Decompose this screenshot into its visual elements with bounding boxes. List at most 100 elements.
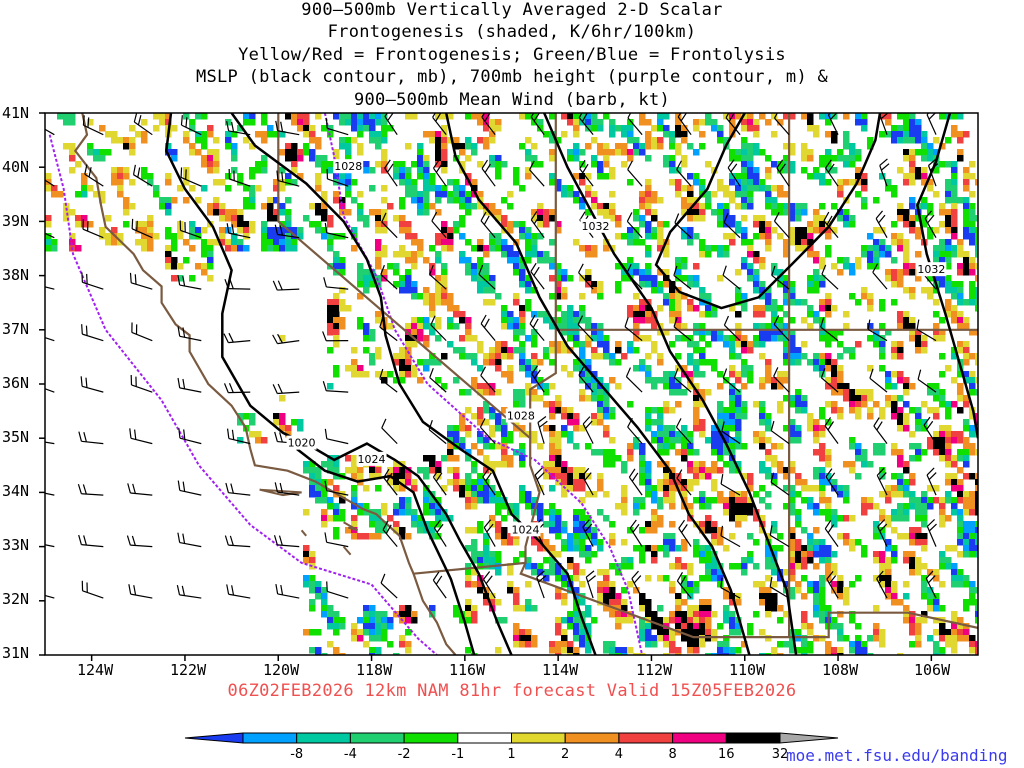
frontogenesis-cell — [231, 155, 238, 162]
frontogenesis-cell — [381, 269, 388, 276]
frontogenesis-cell — [807, 641, 814, 648]
frontogenesis-cell — [621, 233, 628, 240]
frontogenesis-cell — [393, 473, 400, 480]
frontogenesis-cell — [639, 281, 646, 288]
frontogenesis-cell — [321, 653, 328, 655]
frontogenesis-cell — [183, 137, 190, 144]
frontogenesis-cell — [729, 341, 736, 348]
frontogenesis-cell — [939, 437, 946, 444]
frontogenesis-cell — [417, 167, 424, 174]
frontogenesis-cell — [423, 179, 430, 186]
frontogenesis-cell — [819, 605, 826, 612]
frontogenesis-cell — [831, 509, 838, 516]
frontogenesis-cell — [621, 557, 628, 564]
frontogenesis-cell — [585, 269, 592, 276]
frontogenesis-cell — [63, 143, 70, 150]
frontogenesis-cell — [399, 533, 406, 540]
frontogenesis-cell — [699, 239, 706, 246]
frontogenesis-cell — [165, 197, 172, 204]
barb-shaft — [45, 544, 55, 548]
frontogenesis-cell — [429, 461, 436, 468]
frontogenesis-cell — [603, 173, 610, 180]
frontogenesis-cell — [453, 467, 460, 474]
frontogenesis-cell — [669, 293, 676, 300]
frontogenesis-cell — [801, 617, 808, 624]
barb-shaft — [626, 272, 643, 290]
frontogenesis-cell — [903, 485, 910, 492]
frontogenesis-cell — [597, 569, 604, 576]
frontogenesis-cell — [549, 155, 556, 162]
frontogenesis-cell — [957, 509, 964, 516]
frontogenesis-cell — [195, 131, 202, 138]
barb-shaft — [45, 441, 55, 445]
frontogenesis-cell — [915, 419, 922, 426]
frontogenesis-cell — [903, 383, 910, 390]
frontogenesis-cell — [789, 437, 796, 444]
frontogenesis-cell — [609, 131, 616, 138]
frontogenesis-cell — [447, 197, 454, 204]
frontogenesis-cell — [357, 215, 364, 222]
frontogenesis-cell — [645, 197, 652, 204]
frontogenesis-cell — [621, 461, 628, 468]
frontogenesis-cell — [321, 521, 328, 528]
frontogenesis-cell — [417, 359, 424, 366]
barb-shaft — [482, 476, 496, 496]
barb-flag — [36, 482, 38, 492]
frontogenesis-cell — [885, 593, 892, 600]
frontogenesis-cell — [927, 605, 934, 612]
frontogenesis-cell — [597, 545, 604, 552]
frontogenesis-cell — [825, 653, 832, 655]
barb-flag — [585, 570, 595, 578]
frontogenesis-cell — [405, 221, 412, 228]
frontogenesis-cell — [531, 641, 538, 648]
frontogenesis-cell — [639, 551, 646, 558]
frontogenesis-cell — [297, 113, 304, 120]
frontogenesis-cell — [753, 257, 760, 264]
frontogenesis-cell — [423, 497, 430, 504]
frontogenesis-cell — [627, 455, 634, 462]
frontogenesis-cell — [471, 377, 478, 384]
frontogenesis-cell — [447, 293, 454, 300]
frontogenesis-cell — [519, 491, 526, 498]
frontogenesis-cell — [567, 275, 574, 282]
frontogenesis-cell — [543, 509, 550, 516]
frontogenesis-cell — [339, 179, 346, 186]
frontogenesis-cell — [441, 275, 448, 282]
frontogenesis-cell — [789, 113, 796, 120]
frontogenesis-cell — [741, 149, 748, 156]
frontogenesis-cell — [963, 251, 970, 258]
frontogenesis-cell — [549, 407, 556, 414]
wind-barb — [433, 519, 447, 547]
frontogenesis-cell — [951, 377, 958, 384]
frontogenesis-cell — [957, 299, 964, 306]
frontogenesis-cell — [441, 221, 448, 228]
frontogenesis-cell — [639, 473, 646, 480]
frontogenesis-cell — [945, 137, 952, 144]
barb-flag — [325, 118, 328, 129]
frontogenesis-cell — [657, 143, 664, 150]
frontogenesis-cell — [201, 143, 208, 150]
frontogenesis-cell — [489, 161, 496, 168]
frontogenesis-cell — [819, 443, 826, 450]
frontogenesis-cell — [327, 515, 334, 522]
frontogenesis-cell — [567, 563, 574, 570]
frontogenesis-cell — [393, 269, 400, 276]
frontogenesis-cell — [609, 191, 616, 198]
frontogenesis-cell — [615, 593, 622, 600]
frontogenesis-cell — [801, 245, 808, 252]
frontogenesis-cell — [867, 233, 874, 240]
barb-flag — [280, 584, 284, 596]
frontogenesis-cell — [513, 623, 520, 630]
frontogenesis-cell — [459, 491, 466, 498]
frontogenesis-cell — [345, 113, 352, 120]
frontogenesis-cell — [861, 185, 868, 192]
frontogenesis-cell — [879, 509, 886, 516]
frontogenesis-cell — [705, 503, 712, 510]
frontogenesis-cell — [429, 311, 436, 318]
frontogenesis-cell — [333, 515, 340, 522]
frontogenesis-cell — [723, 509, 730, 516]
frontogenesis-cell — [729, 461, 736, 468]
frontogenesis-cell — [381, 131, 388, 138]
frontogenesis-cell — [735, 431, 742, 438]
frontogenesis-cell — [267, 197, 274, 204]
